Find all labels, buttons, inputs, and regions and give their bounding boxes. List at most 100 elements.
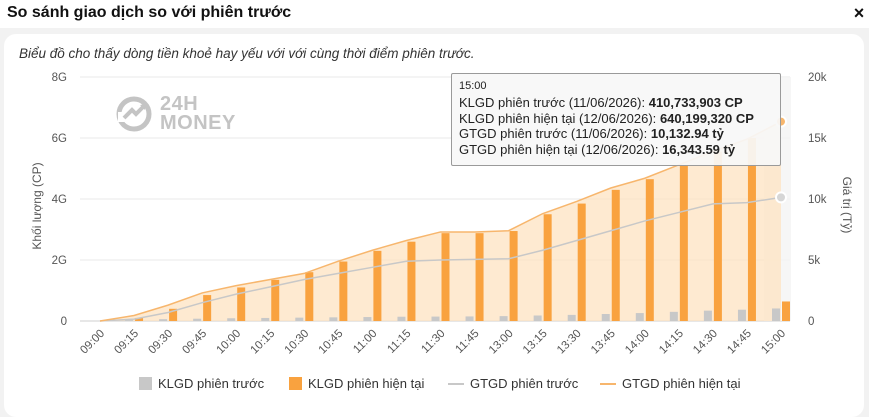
tooltip-value: 10,132.94 tỷ [650, 126, 724, 141]
bar-klgd-prev [533, 315, 542, 321]
x-tick-label: 10:00 [214, 328, 243, 357]
x-tick-label: 09:15 [112, 328, 141, 357]
x-tick-label: 09:00 [78, 328, 107, 357]
legend-label: GTGD phiên hiện tại [622, 376, 741, 391]
tooltip-row: KLGD phiên hiện tại (12/06/2026): 640,19… [459, 111, 780, 127]
bar-klgd-cur [203, 295, 212, 321]
bar-klgd-prev [431, 316, 440, 321]
bar-klgd-prev [499, 316, 508, 321]
bar-klgd-prev [772, 308, 780, 321]
x-tick-label: 10:30 [283, 328, 312, 357]
bar-klgd-prev [295, 317, 304, 321]
bar-klgd-cur [577, 203, 586, 321]
legend-label: KLGD phiên hiện tại [308, 376, 425, 391]
logo-mark-icon [116, 96, 152, 132]
y-right-tick-label: 20k [808, 72, 827, 84]
tooltip-value: 640,199,320 CP [659, 110, 754, 126]
tooltip-row: GTGD phiên hiện tại (12/06/2026): 16,343… [459, 142, 780, 158]
chart-tooltip: 15:00 KLGD phiên trước (11/06/2026): 410… [451, 73, 781, 166]
bar-klgd-cur [679, 165, 688, 321]
y-left-tick-label: 8G [52, 72, 67, 84]
x-tick-label: 13:00 [487, 328, 516, 357]
x-tick-label: 10:15 [249, 328, 278, 357]
bar-klgd-cur [237, 287, 246, 321]
bar-klgd-prev [159, 319, 168, 321]
dialog-header [0, 0, 869, 28]
bar-klgd-cur [339, 261, 348, 321]
bar-klgd-prev [601, 313, 610, 321]
x-tick-label: 14:00 [623, 328, 652, 357]
bar-klgd-cur [169, 308, 178, 321]
x-tick-label: 09:30 [146, 328, 175, 357]
bar-klgd-prev [329, 317, 338, 321]
bar-klgd-cur [305, 272, 314, 321]
bar-klgd-prev [465, 316, 474, 321]
x-tick-label: 09:45 [180, 328, 209, 357]
series-line-gtgd-cur [99, 120, 782, 322]
x-tick-label: 10:45 [317, 328, 346, 357]
y-right-tick-label: 10k [808, 194, 827, 206]
bar-klgd-cur [747, 138, 756, 321]
y-left-axis-title: Khối lượng (CP) [30, 162, 44, 249]
bar-klgd-cur [475, 233, 484, 321]
bar-klgd-prev [635, 313, 644, 321]
legend-swatch [289, 377, 302, 390]
bar-klgd-prev [397, 316, 406, 321]
y-left-tick-label: 2G [52, 255, 67, 267]
legend-item-gtgd-prev[interactable]: GTGD phiên trước [448, 376, 578, 391]
bar-klgd-cur [509, 231, 518, 321]
x-tick-label: 11:45 [453, 328, 481, 356]
bar-klgd-cur [782, 301, 790, 321]
bar-klgd-cur [135, 317, 144, 321]
dialog-title: So sánh giao dịch so với phiên trước [7, 4, 292, 21]
y-right-tick-label: 0 [808, 316, 814, 328]
bar-klgd-cur [407, 241, 416, 321]
y-left-tick-label: 0 [61, 316, 67, 328]
bar-klgd-cur [611, 189, 620, 321]
x-tick-label: 11:00 [351, 328, 379, 356]
legend-swatch [600, 382, 616, 385]
y-left-tick-label: 6G [52, 133, 67, 145]
x-tick-label: 11:15 [385, 328, 413, 356]
x-tick-label: 13:45 [589, 328, 618, 357]
chart-legend: KLGD phiên trước KLGD phiên hiện tại GTG… [0, 376, 869, 396]
chart-subtitle: Biểu đồ cho thấy dòng tiền khoẻ hay yếu … [19, 46, 475, 61]
x-tick-label: 13:15 [521, 328, 550, 357]
legend-item-klgd-cur[interactable]: KLGD phiên hiện tại [289, 376, 424, 391]
legend-label: GTGD phiên trước [470, 376, 579, 391]
tooltip-value: 16,343.59 tỷ [662, 141, 736, 157]
bar-klgd-prev [261, 317, 270, 321]
series-line-gtgd-prev [99, 196, 782, 322]
legend-item-gtgd-cur[interactable]: GTGD phiên hiện tại [600, 376, 741, 391]
bar-klgd-prev [125, 320, 134, 321]
legend-label: KLGD phiên trước [158, 376, 265, 391]
tooltip-label: GTGD phiên trước (11/06/2026): [459, 126, 648, 141]
tooltip-row: GTGD phiên trước (11/06/2026): 10,132.94… [459, 126, 780, 142]
legend-swatch [448, 382, 464, 385]
tooltip-row: KLGD phiên trước (11/06/2026): 410,733,9… [459, 95, 780, 111]
y-right-tick-label: 15k [808, 133, 827, 145]
bar-klgd-prev [193, 318, 202, 321]
bar-klgd-cur [271, 279, 280, 321]
tooltip-label: KLGD phiên trước (11/06/2026): [459, 95, 646, 110]
logo-text: 24H MONEY [160, 93, 236, 133]
legend-swatch [139, 377, 152, 390]
bar-klgd-cur [543, 214, 552, 321]
bar-klgd-prev [227, 318, 236, 321]
y-right-tick-label: 5k [808, 255, 820, 267]
legend-item-klgd-prev[interactable]: KLGD phiên trước [139, 376, 264, 391]
bar-klgd-prev [703, 310, 712, 321]
x-tick-label: 14:30 [691, 328, 720, 357]
close-button[interactable]: × [853, 3, 865, 23]
x-tick-label: 13:30 [555, 328, 584, 357]
bar-klgd-prev [669, 311, 678, 321]
x-tick-label: 14:15 [657, 328, 686, 357]
logo-line1: 24H [160, 93, 199, 115]
x-tick-label: 14:45 [725, 328, 754, 357]
bar-klgd-prev [363, 317, 372, 321]
x-tick-label: 15:00 [759, 328, 788, 357]
tooltip-label: GTGD phiên hiện tại (12/06/2026): [459, 141, 659, 157]
bar-klgd-cur [645, 179, 654, 321]
hover-point-gtgd-prev [775, 191, 787, 204]
